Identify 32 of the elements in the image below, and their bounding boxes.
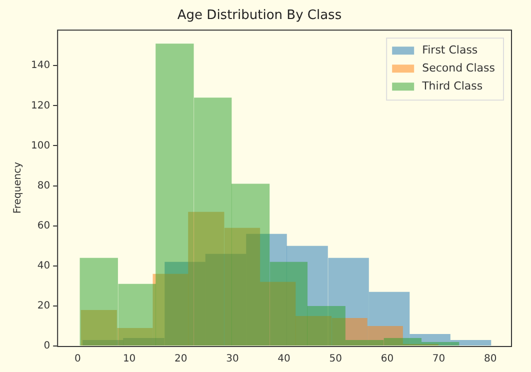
bar <box>270 262 308 346</box>
x-tick-label: 10 <box>122 354 136 365</box>
y-tick-label: 60 <box>37 220 50 232</box>
bar <box>80 258 118 346</box>
y-tick-label: 100 <box>30 140 50 152</box>
y-tick-label: 0 <box>44 340 50 352</box>
x-tick-label: 40 <box>278 354 290 365</box>
bar <box>384 338 422 346</box>
x-tick-label: 60 <box>380 354 394 365</box>
x-tick-label: 70 <box>432 354 446 365</box>
bar <box>345 340 384 346</box>
x-tick-label: 0 <box>74 354 81 365</box>
x-tick-label: 50 <box>329 354 342 365</box>
x-tick-label: 80 <box>484 354 497 365</box>
bar <box>118 284 156 346</box>
bar <box>307 306 346 346</box>
y-tick-label: 120 <box>30 100 50 112</box>
legend-label: Third Class <box>421 79 483 92</box>
x-tick-label: 30 <box>226 354 239 365</box>
bar <box>194 98 232 346</box>
y-tick-label: 80 <box>37 180 50 192</box>
bar <box>156 44 194 346</box>
bar <box>422 342 460 346</box>
x-tick-label: 20 <box>174 354 188 365</box>
legend-label: First Class <box>422 43 478 56</box>
y-tick-label: 20 <box>37 300 50 312</box>
y-axis-title: Frequency <box>12 162 24 214</box>
bar <box>231 184 270 346</box>
legend-label: Second Class <box>422 61 496 74</box>
y-tick-label: 140 <box>30 60 50 72</box>
y-tick-label: 40 <box>37 260 50 272</box>
chart-title: Age Distribution By Class <box>177 8 342 24</box>
